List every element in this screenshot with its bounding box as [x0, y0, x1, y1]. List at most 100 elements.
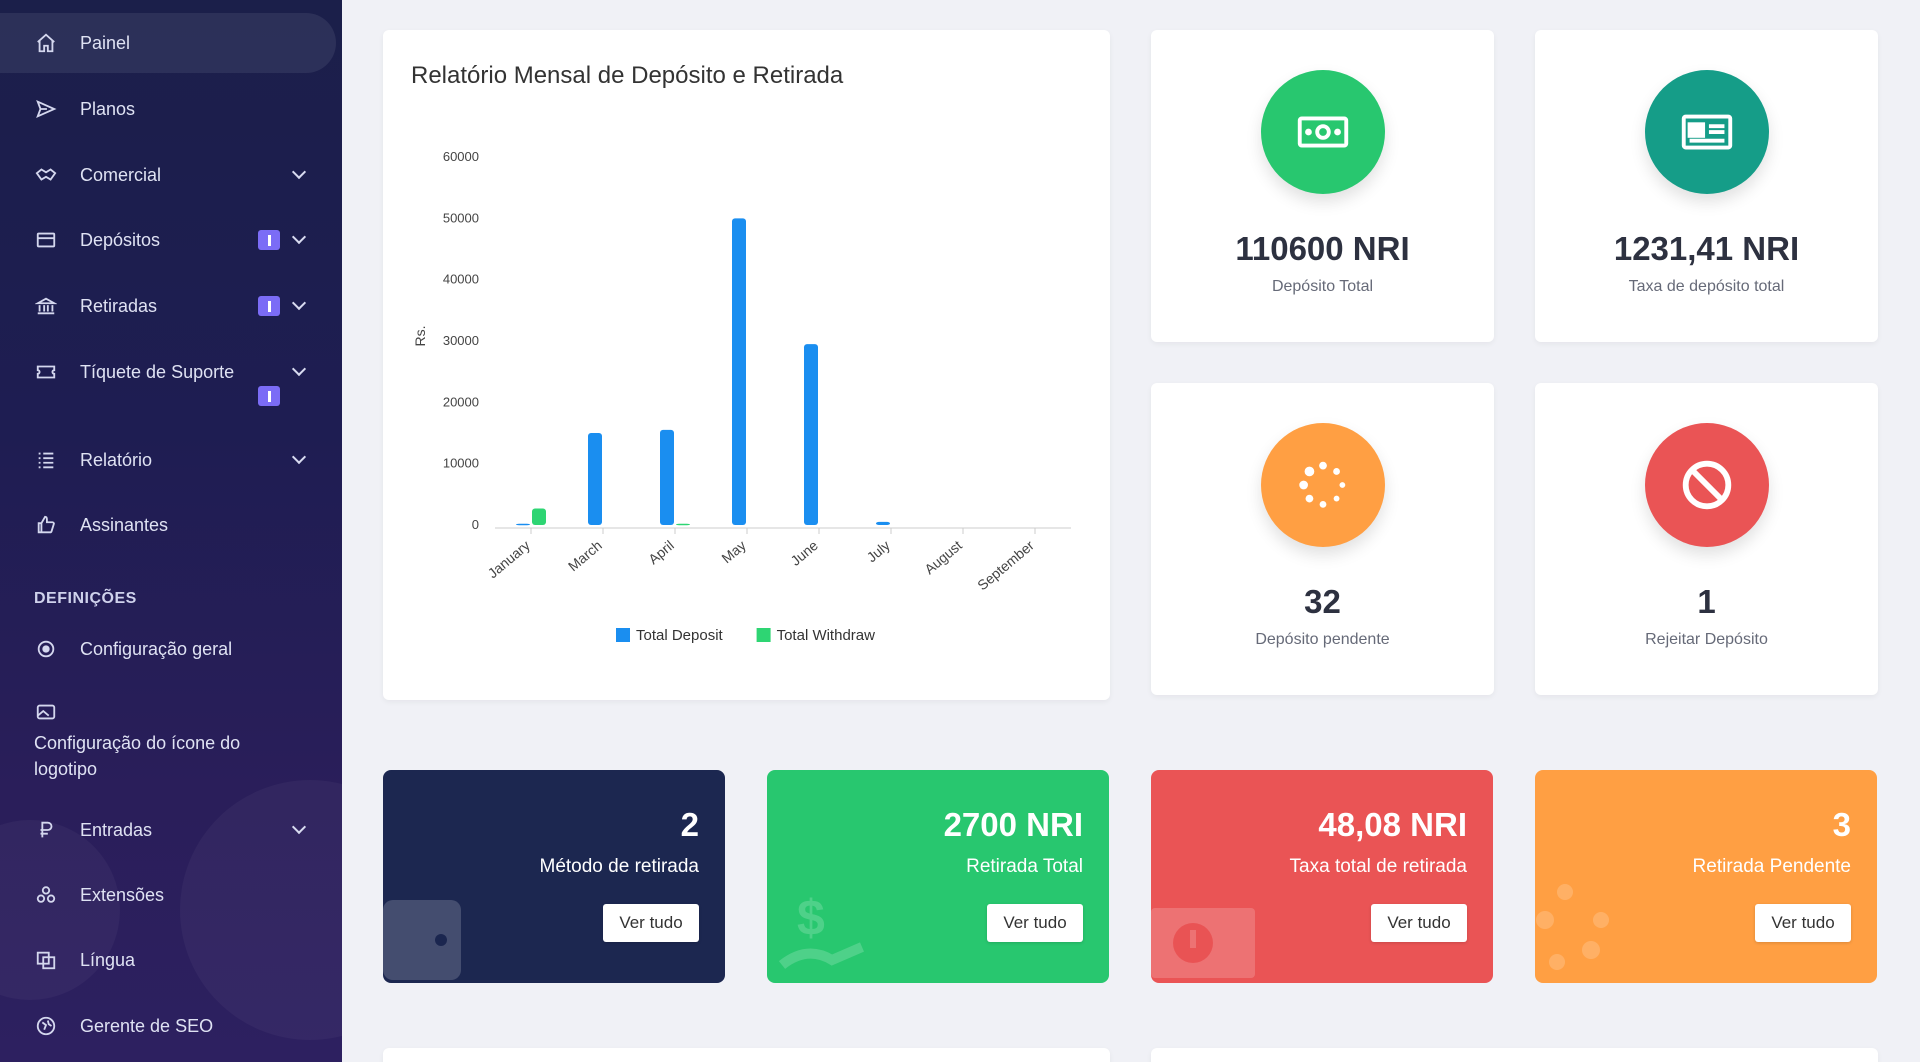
stat-value: 110600 NRI [1235, 230, 1410, 267]
sidebar-item-label: Configuração do ícone do logotipo [34, 733, 241, 779]
bar-total-deposit [660, 429, 674, 525]
x-tick-label: September [974, 537, 1037, 593]
legend-swatch [616, 628, 630, 642]
sidebar-item-label: Comercial [80, 164, 162, 185]
thumbs-up-icon [34, 513, 58, 537]
notification-badge [258, 296, 280, 316]
bar-total-withdraw [532, 508, 546, 525]
sidebar-item-comercial[interactable]: Comercial [0, 145, 336, 205]
sidebar-item-assinantes[interactable]: Assinantes [0, 495, 336, 555]
view-all-button[interactable]: Ver tudo [603, 904, 699, 942]
bar-total-withdraw [676, 523, 690, 526]
x-tick-label: August [921, 537, 965, 577]
chevron-down-icon[interactable] [291, 229, 307, 245]
sidebar-item-depositos[interactable]: Depósitos [0, 210, 336, 270]
legend-label: Total Deposit [636, 627, 724, 644]
stat-label: Taxa de depósito total [1628, 278, 1785, 295]
stat-label: Depósito pendente [1255, 631, 1390, 648]
card-value: 2700 NRI [943, 806, 1083, 843]
sidebar-item-suporte[interactable]: Tíquete de Suporte [0, 342, 336, 402]
section-title-settings: DEFINIÇÕES [34, 590, 137, 607]
stat-card-deposito-total: 110600 NRI Depósito Total [1151, 30, 1494, 342]
y-tick-label: 0 [472, 517, 479, 532]
y-tick-label: 10000 [443, 456, 479, 471]
sidebar-item-label: Retiradas [80, 295, 158, 316]
wallet-icon [383, 900, 461, 980]
sidebar-item-label: Configuração geral [80, 638, 233, 659]
notification-badge [258, 386, 280, 406]
svg-text:$: $ [797, 890, 825, 946]
sidebar-item-label: Depósitos [80, 229, 161, 250]
chart-card: Relatório Mensal de Depósito e Retirada … [383, 30, 1110, 700]
image-icon [34, 700, 58, 724]
view-all-button[interactable]: Ver tudo [1371, 904, 1467, 942]
ban-icon [1644, 423, 1769, 547]
y-tick-label: 50000 [443, 210, 479, 225]
legend-label: Total Withdraw [777, 627, 876, 644]
id-card-icon [1644, 70, 1769, 194]
stat-card-taxa-deposito: 1231,41 NRI Taxa de depósito total [1535, 30, 1878, 342]
chevron-down-icon[interactable] [291, 819, 307, 835]
handshake-icon [34, 163, 58, 187]
spinner-icon [1536, 884, 1609, 970]
bar-total-deposit [876, 521, 890, 525]
legend-swatch [756, 628, 771, 642]
globe-icon [34, 1014, 58, 1038]
sidebar-item-entradas[interactable]: Entradas [0, 800, 336, 860]
view-all-button[interactable]: Ver tudo [987, 904, 1083, 942]
bottom-card [383, 1048, 1110, 1062]
sidebar-item-label: Planos [80, 98, 136, 119]
stat-value: 32 [1304, 583, 1341, 620]
y-axis-label: Rs. [412, 326, 428, 347]
card-label: Retirada Total [966, 856, 1083, 877]
y-tick-label: 20000 [443, 394, 479, 409]
stat-value: 1231,41 NRI [1613, 230, 1800, 267]
language-icon [34, 948, 58, 972]
stat-label: Rejeitar Depósito [1645, 631, 1768, 648]
y-tick-label: 60000 [443, 149, 479, 164]
ticket-icon [34, 360, 58, 384]
credit-card-icon [34, 228, 58, 252]
sidebar-item-label: Extensões [80, 884, 165, 905]
home-icon [34, 31, 58, 55]
sidebar-item-retiradas[interactable]: Retiradas [0, 276, 336, 336]
chevron-down-icon[interactable] [291, 449, 307, 465]
sidebar-item-relatorio[interactable]: Relatório [0, 430, 336, 490]
chevron-down-icon[interactable] [291, 164, 307, 180]
withdraw-card-pendente: 3 Retirada Pendente Ver tudo [1535, 770, 1877, 983]
chart-title: Relatório Mensal de Depósito e Retirada [411, 62, 844, 89]
sidebar: Painel Planos Comercial Depósitos Retira… [0, 0, 342, 1062]
spinner-icon [1260, 423, 1385, 547]
ruble-icon [34, 818, 58, 842]
bar-total-deposit [516, 523, 530, 526]
sidebar-item-planos[interactable]: Planos [0, 79, 336, 139]
list-icon [34, 448, 58, 472]
stat-value: 1 [1697, 583, 1716, 620]
x-tick-label: April [645, 537, 677, 567]
card-label: Método de retirada [539, 856, 700, 877]
chevron-down-icon[interactable] [291, 295, 307, 311]
card-value: 2 [680, 806, 699, 843]
notification-badge [258, 230, 280, 250]
sidebar-item-label: Relatório [80, 449, 153, 470]
sidebar-item-seo[interactable]: Gerente de SEO [0, 996, 336, 1056]
sidebar-item-label: Gerente de SEO [80, 1015, 214, 1036]
chevron-down-icon[interactable] [291, 361, 307, 377]
hand-dollar-icon: $ [778, 890, 864, 970]
sidebar-item-label: Língua [80, 949, 136, 970]
sidebar-item-logo-config[interactable]: Configuração do ícone do logotipo [34, 700, 314, 782]
bar-total-deposit [804, 344, 818, 525]
sidebar-item-lingua[interactable]: Língua [0, 930, 336, 990]
view-all-button[interactable]: Ver tudo [1755, 904, 1851, 942]
stat-label: Depósito Total [1271, 278, 1374, 295]
sidebar-item-label: Assinantes [80, 514, 169, 535]
sidebar-item-painel[interactable]: Painel [0, 13, 336, 73]
bottom-card [1151, 1048, 1878, 1062]
x-tick-label: May [718, 537, 749, 566]
y-tick-label: 40000 [443, 272, 479, 287]
money-bill-icon [1151, 908, 1255, 978]
withdraw-card-metodo: 2 Método de retirada Ver tudo [383, 770, 725, 983]
sidebar-item-configuracao-geral[interactable]: Configuração geral [0, 619, 336, 679]
card-label: Retirada Pendente [1692, 856, 1851, 877]
sidebar-item-extensoes[interactable]: Extensões [0, 865, 336, 925]
